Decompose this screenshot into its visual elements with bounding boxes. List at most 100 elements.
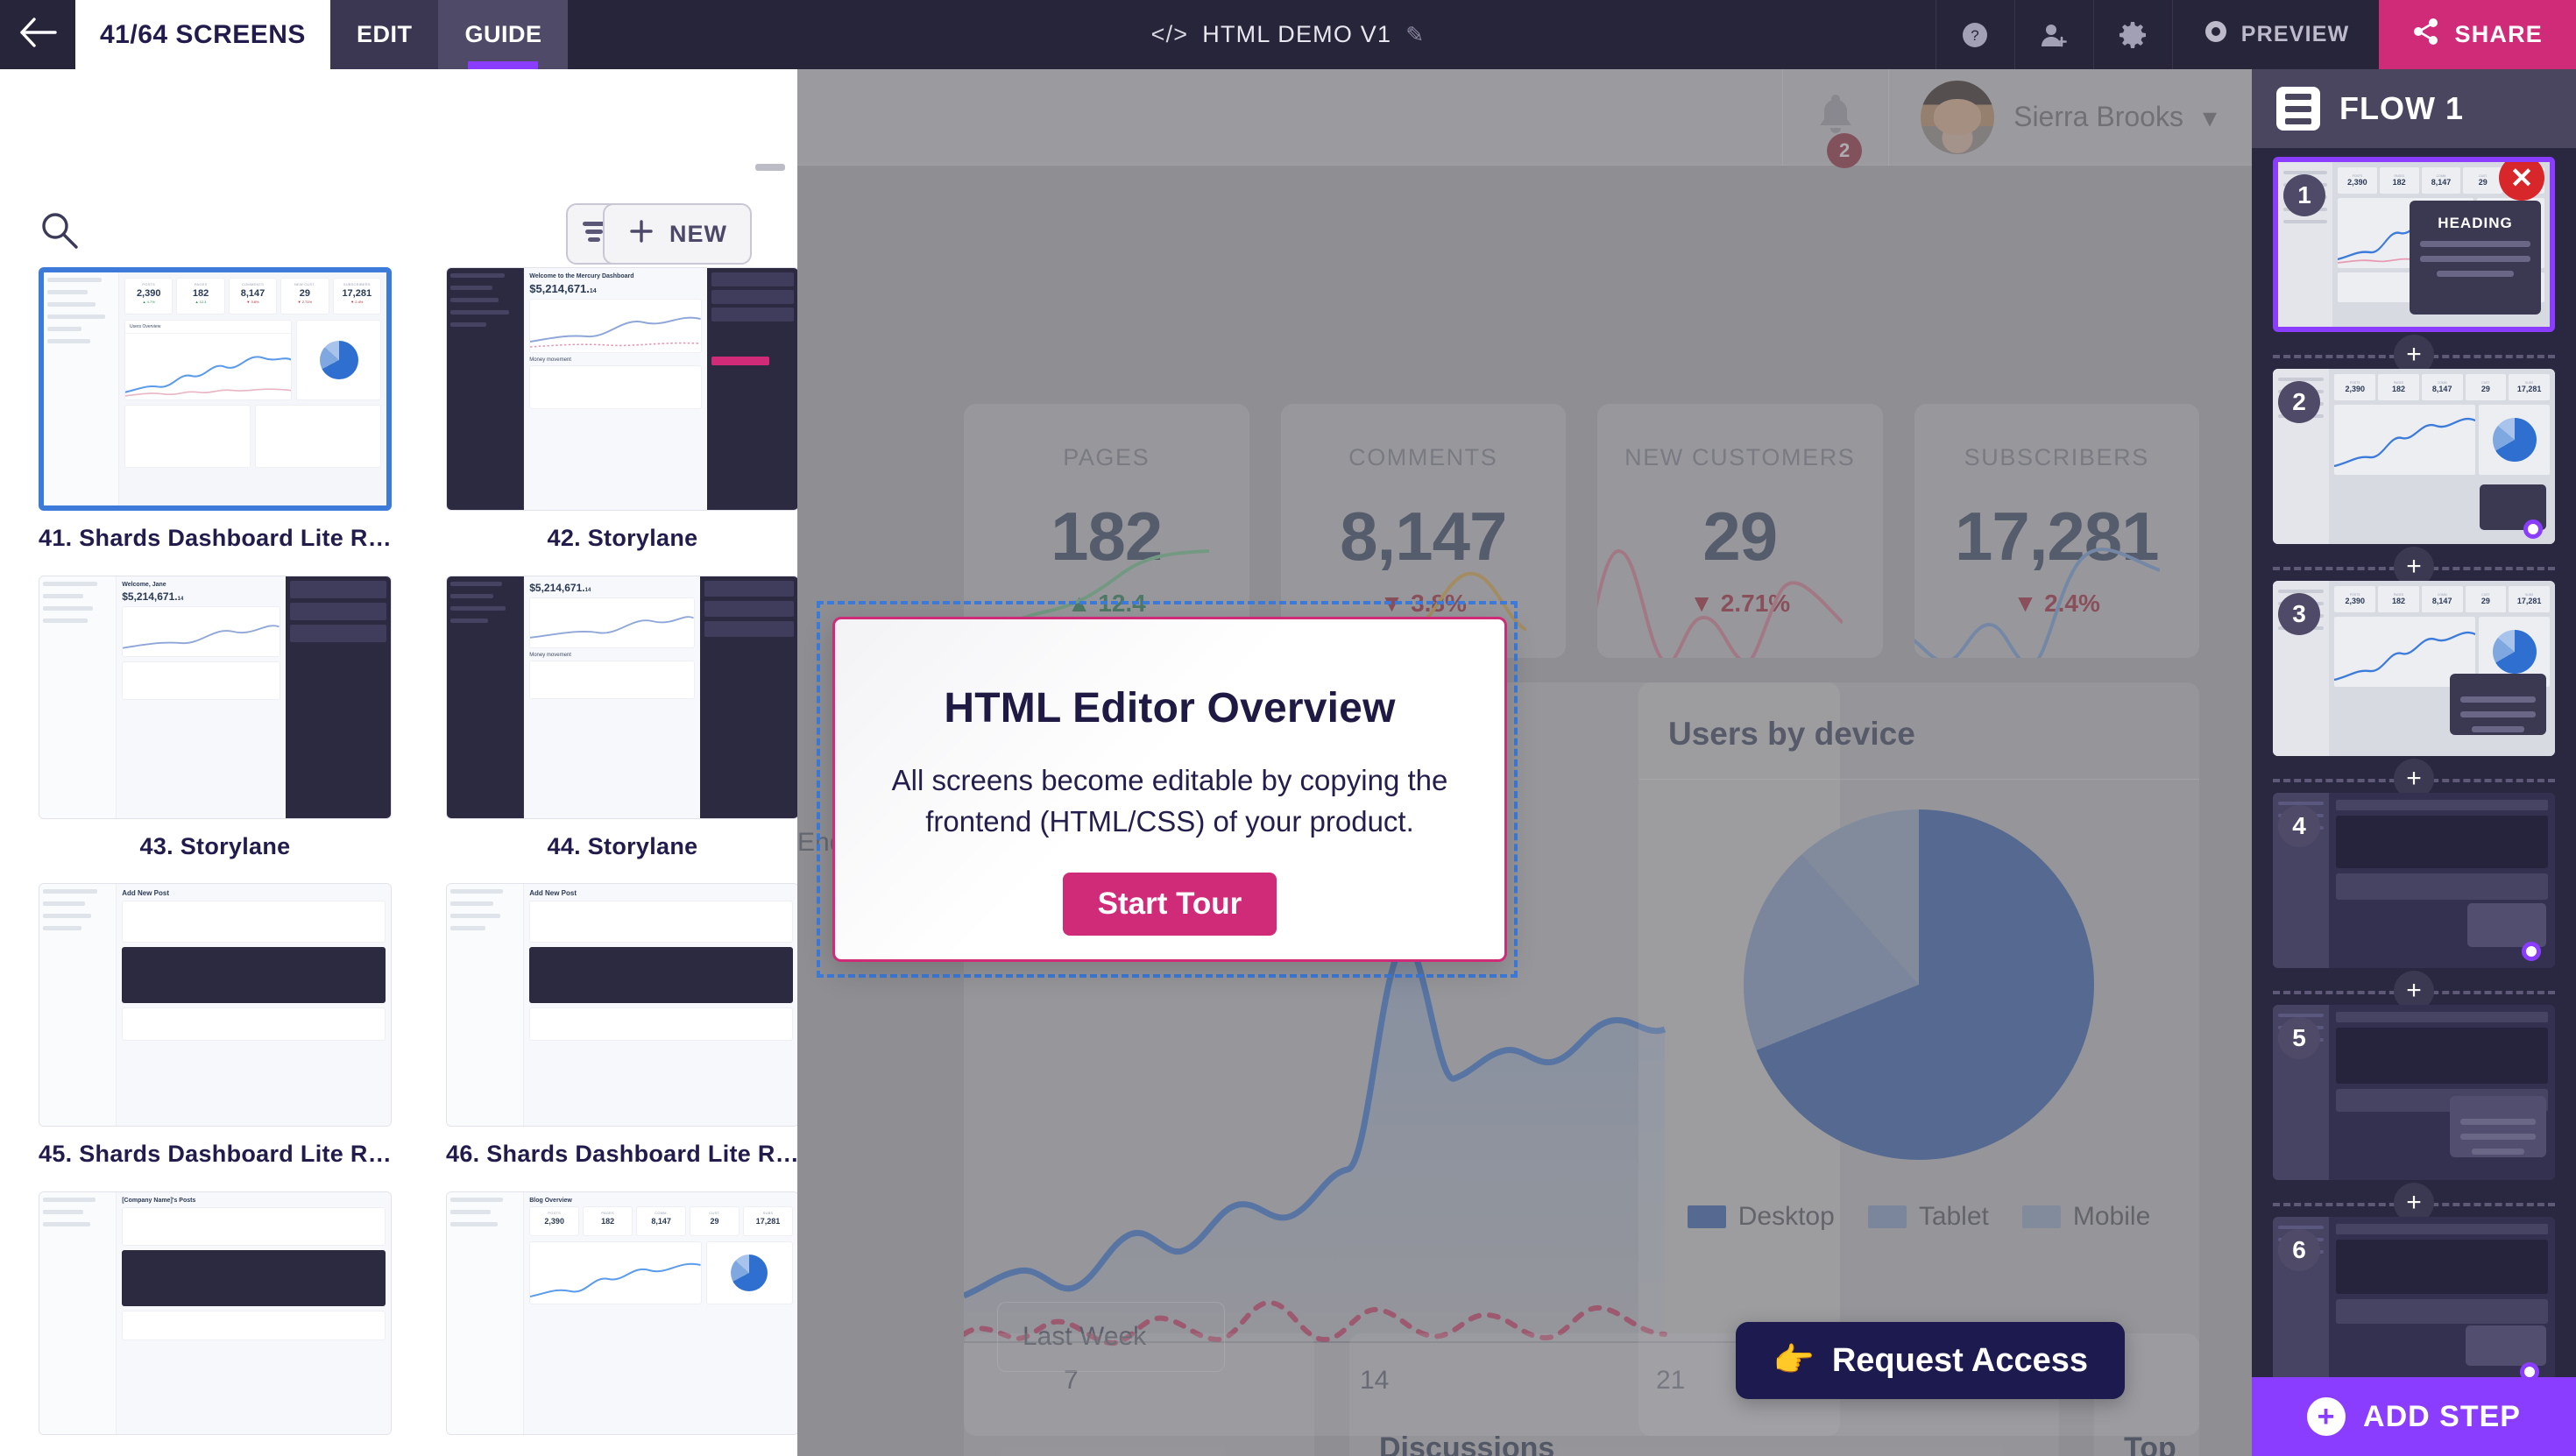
legend-swatch — [1867, 1205, 1907, 1228]
divider — [1638, 779, 2199, 780]
screen-thumb-42[interactable]: Welcome to the Mercury Dashboard $5,214,… — [446, 267, 797, 560]
stat-caption: COMMENTS — [1348, 444, 1498, 470]
screen-thumb-45[interactable]: Add New Post 45. Shards Dashboard Lite R… — [39, 883, 392, 1176]
stat-card-subscribers[interactable]: SUBSCRIBERS 17,281 ▼ 2.4% — [1914, 404, 2199, 658]
add-user-icon[interactable] — [2013, 0, 2093, 69]
hamburger-icon[interactable] — [2276, 87, 2320, 131]
screens-grid: POSTS 2,390 ▲ 4.7% PAGES 182 ▲ 12.4 COMMENTS… — [0, 244, 797, 1456]
step-number: 6 — [2278, 1229, 2320, 1271]
topbar-actions: ? PREVIEW SHARE — [1935, 0, 2576, 69]
legend-item-mobile[interactable]: Mobile — [2021, 1202, 2151, 1232]
screen-thumb-label: 46. Shards Dashboard Lite R… — [446, 1141, 797, 1167]
notification-badge: 2 — [1827, 133, 1863, 168]
legend-swatch — [1687, 1205, 1726, 1228]
screen-thumb-48[interactable]: Blog Overview POSTS 2,390 PAGES 182 COMM. 8… — [446, 1191, 797, 1456]
tab-edit[interactable]: EDIT — [329, 0, 439, 69]
pie-legend: Desktop Tablet Mobile — [1638, 1202, 2199, 1232]
guide-title: HTML Editor Overview — [944, 685, 1396, 732]
screen-thumb-image[interactable]: $5,214,671.14 Money movement — [446, 575, 797, 819]
preview-label: PREVIEW — [2240, 22, 2350, 46]
chevron-down-icon: ▾ — [2202, 101, 2217, 133]
bottom-panel-left — [964, 1333, 1314, 1456]
step-number: 1 — [2283, 174, 2325, 216]
sparkline — [1914, 548, 2160, 658]
stat-caption: SUBSCRIBERS — [1964, 444, 2149, 470]
tab-guide[interactable]: GUIDE — [438, 0, 569, 69]
plus-icon: + — [2394, 759, 2434, 799]
flow-step-3[interactable]: 3 POSTS 2,390 PAGES 182 COMM 8,147 CUST 29 S… — [2273, 581, 2555, 756]
step-hotspot-dot — [2523, 519, 2543, 539]
step-number: 3 — [2278, 593, 2320, 635]
request-access-button[interactable]: 👉 Request Access — [1736, 1322, 2125, 1399]
mini-dashboard: POSTS 2,390 ▲ 4.7% PAGES 182 ▲ 12.4 COMMENTS… — [44, 272, 386, 505]
screen-thumb-47[interactable]: [Company Name]'s Posts — [39, 1191, 392, 1456]
add-step-between-3-4[interactable]: + — [2273, 759, 2555, 799]
share-label: SHARE — [2454, 21, 2543, 47]
svg-text:?: ? — [1971, 27, 1979, 44]
step-tooltip-block — [2450, 1096, 2546, 1157]
screen-thumb-46[interactable]: Add New Post 46. Shards Dashboard Lite R… — [446, 883, 797, 1176]
code-brackets-icon: </> — [1150, 21, 1189, 47]
close-icon[interactable]: ✕ — [2499, 162, 2544, 201]
settings-gear-icon[interactable] — [2092, 0, 2172, 69]
flow-title: FLOW 1 — [2339, 90, 2464, 126]
legend-label: Mobile — [2072, 1202, 2151, 1231]
screen-thumb-image[interactable]: Add New Post — [446, 883, 797, 1127]
guide-tooltip: HTML Editor Overview All screens become … — [832, 617, 1507, 962]
screen-thumb-image[interactable]: Blog Overview POSTS 2,390 PAGES 182 COMM. 8… — [446, 1191, 797, 1435]
share-button[interactable]: SHARE — [2379, 0, 2576, 69]
project-title[interactable]: </> HTML DEMO V1 ✎ — [1151, 21, 1426, 48]
help-icon[interactable]: ? — [1935, 0, 2014, 69]
new-screen-button[interactable]: NEW — [603, 203, 752, 265]
screen-thumb-image[interactable]: Add New Post — [39, 883, 392, 1127]
list-lines-icon — [579, 219, 609, 250]
stat-card-new-customers[interactable]: NEW CUSTOMERS 29 ▼ 2.71% — [1597, 404, 1883, 658]
stat-caption: NEW CUSTOMERS — [1624, 444, 1856, 470]
screen-thumb-label: 45. Shards Dashboard Lite R… — [39, 1141, 392, 1167]
guide-selection-outline[interactable] — [817, 601, 1518, 978]
add-step-button[interactable]: + ADD STEP — [2252, 1377, 2576, 1456]
screen-thumb-image[interactable]: [Company Name]'s Posts — [39, 1191, 392, 1435]
step-tooltip-block — [2467, 903, 2546, 947]
legend-label: Desktop — [1737, 1202, 1835, 1231]
screen-thumb-label: 42. Storylane — [547, 525, 698, 551]
screen-thumb-image[interactable]: Welcome, Jane $5,214,671.14 — [39, 575, 392, 819]
flow-step-6[interactable]: 6 — [2273, 1217, 2555, 1377]
step-hotspot-dot — [2520, 1362, 2539, 1377]
step-number: 5 — [2278, 1017, 2320, 1059]
tooltip-heading: HEADING — [2438, 215, 2513, 231]
notifications-button[interactable]: 2 — [1783, 93, 1888, 168]
screen-thumb-image[interactable]: POSTS 2,390 ▲ 4.7% PAGES 182 ▲ 12.4 COMMENTS… — [39, 267, 392, 511]
add-step-between-5-6[interactable]: + — [2273, 1183, 2555, 1223]
flow-panel: FLOW 1 1 ✕ POSTS 2,390 PAGES 182 COMM 8,147… — [2252, 69, 2576, 1456]
add-step-between-2-3[interactable]: + — [2273, 547, 2555, 587]
flow-step-2[interactable]: 2 POSTS 2,390 PAGES 182 COMM 8,147 CUST 29 S… — [2273, 369, 2555, 544]
panel-resize-handle[interactable] — [755, 164, 785, 171]
back-button[interactable] — [0, 0, 75, 69]
screen-thumb-41[interactable]: POSTS 2,390 ▲ 4.7% PAGES 182 ▲ 12.4 COMMENTS… — [39, 267, 392, 560]
add-step-between-1-2[interactable]: + — [2273, 335, 2555, 375]
top-toolbar: 41/64 SCREENS EDIT GUIDE ? PREVIEW SHARE… — [0, 0, 2576, 69]
user-menu[interactable]: Sierra Brooks ▾ — [1889, 80, 2252, 154]
preview-button[interactable]: PREVIEW — [2171, 0, 2380, 69]
flow-step-4[interactable]: 4 — [2273, 793, 2555, 968]
screen-thumb-43[interactable]: Welcome, Jane $5,214,671.14 — [39, 575, 392, 868]
search-icon[interactable] — [39, 209, 79, 250]
pointing-hand-icon: 👉 — [1773, 1342, 1815, 1379]
legend-label: Tablet — [1918, 1202, 1989, 1231]
flow-step-5[interactable]: 5 — [2273, 1005, 2555, 1180]
screens-counter[interactable]: 41/64 SCREENS — [75, 0, 330, 69]
legend-item-tablet[interactable]: Tablet — [1867, 1202, 1989, 1232]
sparkline — [1597, 549, 1844, 658]
start-tour-button[interactable]: Start Tour — [1062, 872, 1277, 936]
screen-thumb-image[interactable]: Welcome to the Mercury Dashboard $5,214,… — [446, 267, 797, 511]
panel-title: Users by device — [1668, 716, 1915, 752]
screen-thumb-44[interactable]: $5,214,671.14 Money movement — [446, 575, 797, 868]
legend-item-desktop[interactable]: Desktop — [1687, 1202, 1835, 1232]
pencil-icon[interactable]: ✎ — [1405, 22, 1426, 47]
flow-step-1[interactable]: 1 ✕ POSTS 2,390 PAGES 182 COMM 8,147 CUST 29… — [2273, 157, 2555, 332]
add-step-between-4-5[interactable]: + — [2273, 971, 2555, 1011]
screen-thumb-label: 41. Shards Dashboard Lite R… — [39, 525, 392, 551]
play-circle-icon — [2203, 18, 2229, 51]
flow-header: FLOW 1 — [2252, 69, 2576, 148]
